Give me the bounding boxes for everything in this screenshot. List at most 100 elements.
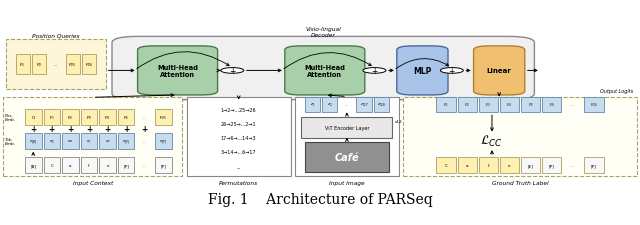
Text: ...: ... <box>143 139 147 143</box>
Text: Fig. 1    Architecture of PARSeq: Fig. 1 Architecture of PARSeq <box>207 192 433 206</box>
Bar <box>542 158 561 173</box>
Bar <box>584 97 604 113</box>
Text: ...: ... <box>143 163 147 167</box>
Text: 3→14→...6→17: 3→14→...6→17 <box>221 150 257 155</box>
Circle shape <box>363 68 386 74</box>
FancyBboxPatch shape <box>112 37 534 100</box>
Text: $y_4$: $y_4$ <box>506 101 513 109</box>
Bar <box>479 97 498 113</box>
FancyBboxPatch shape <box>397 47 448 95</box>
Text: $y_3$: $y_3$ <box>485 101 492 109</box>
Text: $z_1$: $z_1$ <box>310 101 315 109</box>
Text: ...: ... <box>54 63 58 67</box>
Text: Linear: Linear <box>487 68 511 74</box>
FancyBboxPatch shape <box>285 47 365 95</box>
Circle shape <box>440 68 463 74</box>
Bar <box>155 158 172 173</box>
Text: ...: ... <box>571 163 575 167</box>
Text: Output Logits: Output Logits <box>600 88 634 93</box>
Bar <box>44 133 60 149</box>
Text: $y_5$: $y_5$ <box>527 101 534 109</box>
Text: $p_2$: $p_2$ <box>67 114 74 122</box>
Text: $e_{[P]}$: $e_{[P]}$ <box>159 137 167 145</box>
Bar <box>155 133 172 149</box>
Text: $p_3$: $p_3$ <box>86 114 92 122</box>
Bar <box>500 97 519 113</box>
Text: $e_f$: $e_f$ <box>86 137 92 145</box>
Bar <box>66 55 80 75</box>
Text: $y_2$: $y_2$ <box>464 101 470 109</box>
Text: $z_{128}$: $z_{128}$ <box>377 101 386 109</box>
Bar <box>458 158 477 173</box>
Text: C: C <box>51 163 53 167</box>
Bar <box>305 143 389 172</box>
Bar <box>81 110 97 125</box>
Text: $p_1$: $p_1$ <box>19 61 26 69</box>
Text: +: + <box>123 125 129 134</box>
Bar <box>403 98 637 176</box>
Text: 17→6→...14→3: 17→6→...14→3 <box>221 135 257 141</box>
Text: $p_{25}$: $p_{25}$ <box>159 114 167 122</box>
Bar <box>436 158 456 173</box>
Bar <box>25 158 42 173</box>
Text: $p_2$: $p_2$ <box>36 61 43 69</box>
Text: $e_{[B]}$: $e_{[B]}$ <box>29 137 37 145</box>
Bar <box>305 97 320 113</box>
Text: e: e <box>508 163 511 167</box>
Text: $y_1$: $y_1$ <box>443 101 449 109</box>
Text: $e_C$: $e_C$ <box>49 137 55 145</box>
Text: a: a <box>466 163 468 167</box>
Bar <box>15 55 29 75</box>
Bar <box>521 158 540 173</box>
Bar <box>479 158 498 173</box>
Text: ...: ... <box>345 103 349 107</box>
Bar <box>81 158 97 173</box>
Text: +: + <box>371 67 378 76</box>
Bar <box>44 110 60 125</box>
Text: Input Context: Input Context <box>73 180 113 185</box>
Text: Permutations: Permutations <box>219 180 259 185</box>
Text: Tok.
Emb.: Tok. Emb. <box>4 137 15 146</box>
Bar <box>521 97 540 113</box>
Text: Input Image: Input Image <box>329 180 365 185</box>
Text: O: O <box>31 116 35 119</box>
Text: +: + <box>30 125 36 134</box>
Text: $z_2$: $z_2$ <box>327 101 332 109</box>
Bar <box>99 133 116 149</box>
Text: f: f <box>488 163 489 167</box>
Text: [P]: [P] <box>591 163 596 167</box>
Text: e: e <box>106 163 109 167</box>
Text: $p_1$: $p_1$ <box>49 114 55 122</box>
Text: x12: x12 <box>395 119 403 123</box>
Text: +: + <box>449 67 455 76</box>
Bar <box>118 158 134 173</box>
Text: [P]: [P] <box>549 163 554 167</box>
Bar <box>62 133 79 149</box>
Text: [P]: [P] <box>124 163 129 167</box>
Text: Café: Café <box>335 152 359 162</box>
Text: ...: ... <box>571 103 575 107</box>
Text: Multi-Head
Attention: Multi-Head Attention <box>305 65 345 78</box>
Text: $z_{127}$: $z_{127}$ <box>360 101 369 109</box>
Text: 1→2→...25→26: 1→2→...25→26 <box>221 107 257 112</box>
Bar <box>322 97 337 113</box>
Text: Ground Truth Label: Ground Truth Label <box>492 180 548 185</box>
Bar <box>356 97 372 113</box>
Bar <box>62 158 79 173</box>
Text: Position Queries: Position Queries <box>32 33 80 38</box>
Text: ...: ... <box>236 164 241 169</box>
Bar <box>44 158 60 173</box>
Text: $e_{[P]}$: $e_{[P]}$ <box>122 137 130 145</box>
Circle shape <box>221 68 244 74</box>
Text: C: C <box>445 163 447 167</box>
Bar <box>32 55 47 75</box>
Text: [B]: [B] <box>30 163 36 167</box>
Bar <box>118 110 134 125</box>
Bar <box>62 110 79 125</box>
Bar <box>542 97 561 113</box>
Text: [E]: [E] <box>527 163 534 167</box>
Text: f: f <box>88 163 90 167</box>
Text: $y_6$: $y_6$ <box>548 101 555 109</box>
Bar <box>25 133 42 149</box>
Text: +: + <box>104 125 111 134</box>
